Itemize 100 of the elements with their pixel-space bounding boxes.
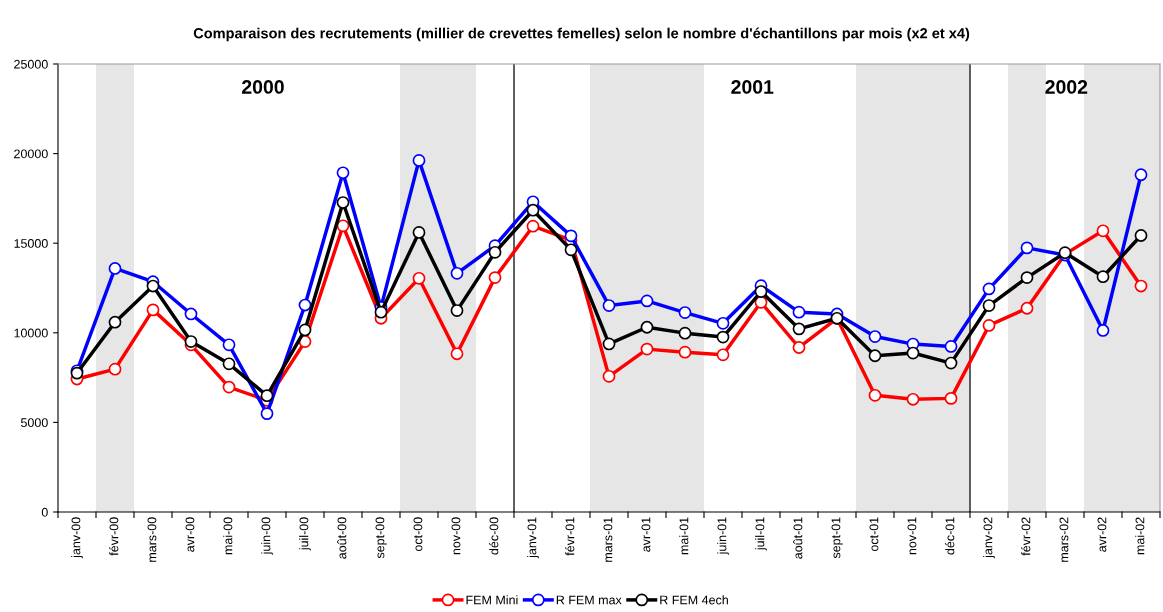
- point: [792, 341, 806, 354]
- y-tick-label: 15000: [14, 239, 48, 248]
- point: [1020, 271, 1034, 284]
- point: [1134, 279, 1148, 293]
- x-tick-label: oct-00: [413, 517, 423, 552]
- point: [982, 282, 996, 296]
- point: [526, 219, 540, 233]
- point: [1134, 229, 1148, 242]
- legend-label: R FEM max: [556, 595, 622, 605]
- y-tick-label: 20000: [14, 149, 48, 159]
- point: [108, 262, 122, 275]
- point: [184, 335, 198, 348]
- x-tick-label: août-01: [793, 517, 803, 559]
- point: [602, 299, 616, 312]
- point: [146, 303, 160, 317]
- point: [298, 323, 312, 337]
- point: [412, 154, 426, 167]
- x-tick-label: oct-01: [869, 517, 879, 552]
- point: [260, 389, 274, 403]
- point: [450, 304, 464, 317]
- x-tick-label: mars-01: [603, 517, 613, 562]
- point: [146, 279, 160, 293]
- point: [716, 348, 730, 362]
- x-tick-label: mai-02: [1135, 517, 1145, 555]
- x-tick-label: sept-01: [831, 517, 843, 559]
- point: [944, 356, 958, 370]
- point: [716, 316, 730, 330]
- x-tick-label: déc-01: [945, 517, 955, 555]
- point: [868, 388, 882, 402]
- x-tick-label: janv-02: [983, 517, 995, 559]
- point: [336, 219, 350, 233]
- point: [678, 345, 692, 359]
- x-tick-label: avr-01: [641, 517, 651, 552]
- x-tick-label: juin-00: [261, 517, 273, 555]
- y-tick-label: 0: [41, 507, 48, 517]
- point: [1020, 301, 1034, 315]
- point: [678, 326, 692, 340]
- point: [450, 347, 464, 361]
- point: [640, 342, 654, 356]
- x-tick-label: mai-00: [223, 517, 233, 555]
- point: [108, 315, 122, 329]
- point: [792, 322, 806, 336]
- point: [1134, 168, 1148, 182]
- point: [564, 229, 578, 243]
- point: [526, 203, 540, 217]
- point: [944, 340, 958, 353]
- point: [450, 266, 464, 280]
- point: [1096, 270, 1110, 284]
- x-tick-label: févr-02: [1021, 517, 1031, 556]
- x-tick-label: mai-01: [679, 517, 689, 555]
- x-tick-label: déc-00: [489, 517, 499, 555]
- point: [374, 305, 388, 319]
- x-tick-label: mars-02: [1059, 517, 1069, 562]
- y-tick-label: 5000: [20, 418, 48, 428]
- point: [222, 380, 236, 394]
- point: [868, 349, 882, 363]
- point: [868, 330, 882, 343]
- y-tick-label: 10000: [14, 328, 48, 338]
- point: [488, 271, 502, 284]
- point: [716, 330, 730, 344]
- x-tick-label: mars-00: [147, 517, 157, 562]
- point: [336, 166, 350, 180]
- point: [412, 271, 426, 285]
- x-tick-label: févr-01: [565, 517, 575, 556]
- x-tick-label: août-00: [337, 517, 347, 559]
- point: [108, 362, 122, 376]
- annotation: 2002: [1045, 80, 1088, 94]
- x-tick-label: janv-00: [71, 517, 83, 559]
- x-tick-label: avr-02: [1097, 517, 1107, 552]
- point: [222, 357, 236, 371]
- point: [602, 337, 616, 351]
- point: [640, 320, 654, 334]
- point: [488, 245, 502, 259]
- point: [678, 306, 692, 319]
- legend-label: FEM Mini: [466, 595, 518, 605]
- point: [412, 226, 426, 239]
- point: [982, 319, 996, 332]
- point: [982, 299, 996, 312]
- point: [906, 346, 920, 360]
- x-tick-label: janv-01: [527, 517, 539, 559]
- point: [906, 392, 920, 406]
- legend-label: R FEM 4ech: [660, 595, 728, 605]
- annotation: 2000: [242, 80, 284, 94]
- y-tick-label: 25000: [14, 59, 48, 69]
- annotation: 2001: [731, 80, 774, 94]
- point: [336, 196, 350, 209]
- point: [944, 391, 958, 405]
- x-tick-label: sept-00: [375, 517, 387, 559]
- point: [754, 285, 768, 298]
- x-tick-label: nov-01: [907, 517, 917, 555]
- x-tick-label: juil-01: [755, 517, 767, 551]
- point: [1096, 224, 1110, 238]
- x-tick-label: févr-00: [109, 517, 119, 556]
- point: [184, 307, 198, 321]
- x-tick-label: juil-00: [299, 517, 311, 551]
- point: [640, 294, 654, 308]
- point: [792, 305, 806, 319]
- point: [1020, 241, 1034, 255]
- point: [564, 243, 578, 257]
- x-tick-label: juin-01: [717, 517, 729, 555]
